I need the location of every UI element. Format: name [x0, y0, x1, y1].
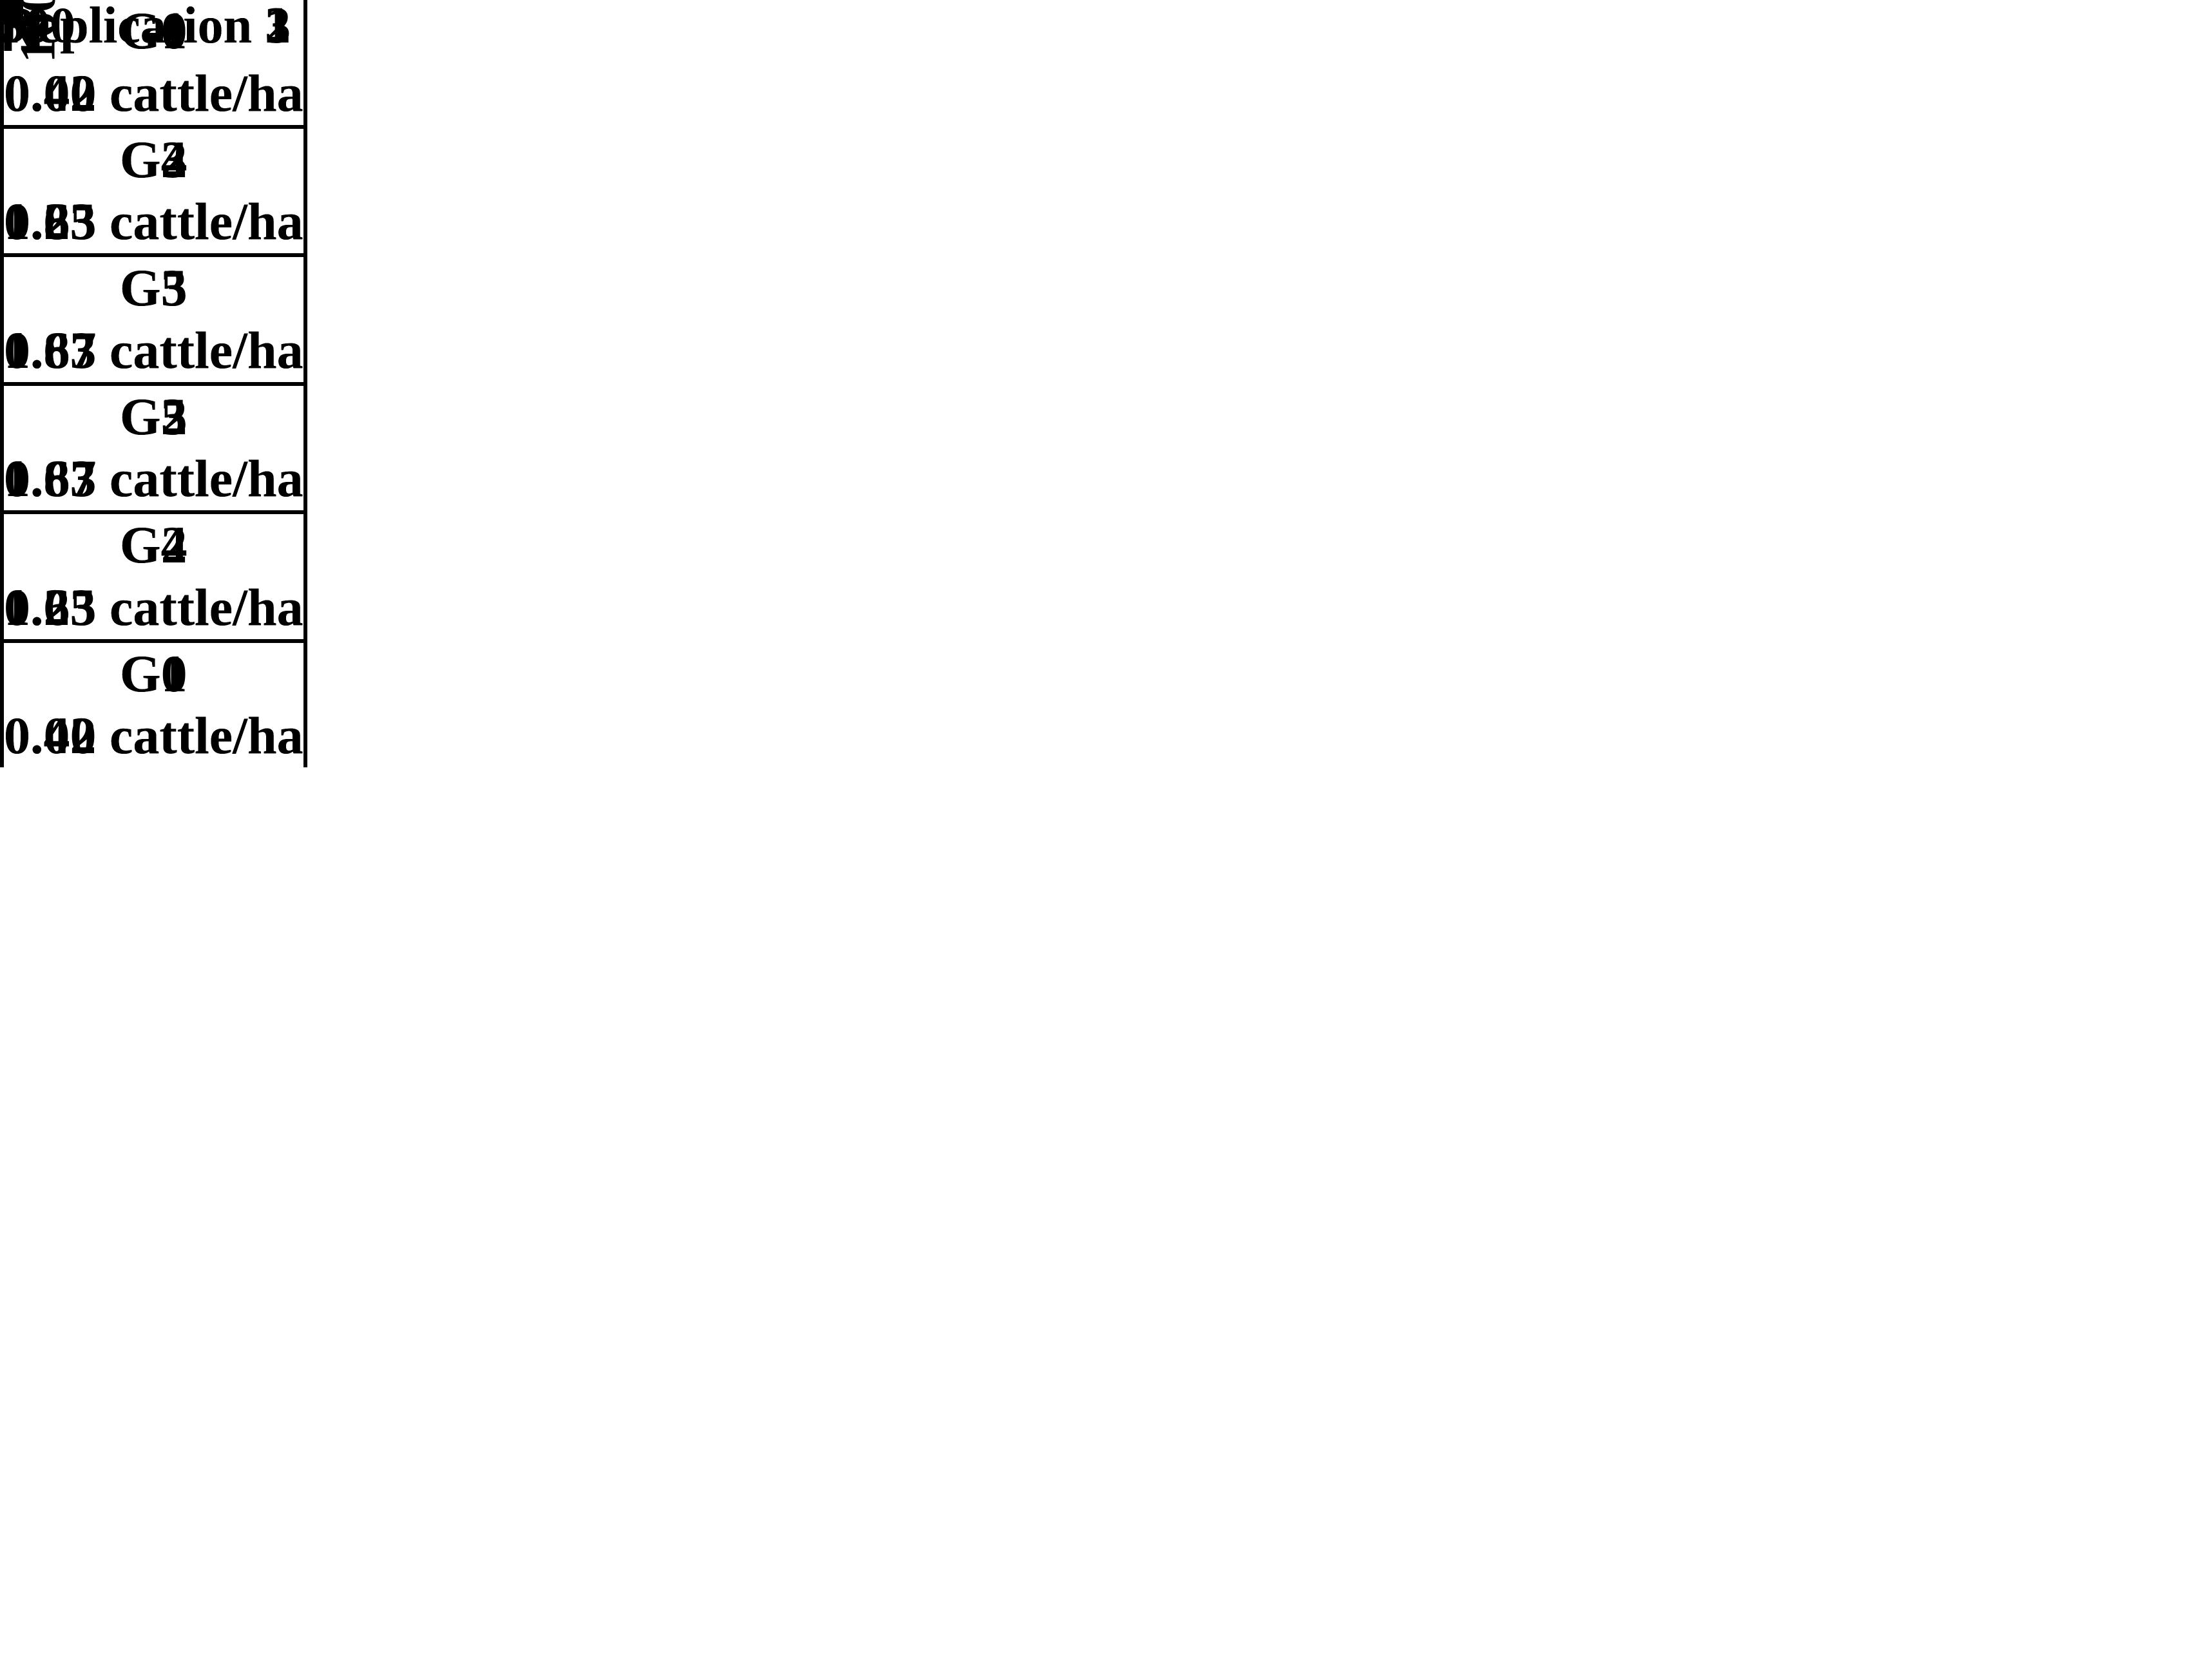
plot-code: G3	[119, 129, 188, 189]
plot-cell: G5 1.67 cattle/ha	[4, 257, 303, 386]
plot-stocking-rate: 0.42 cattle/ha	[4, 63, 303, 122]
plot-stocking-rate: 1.67 cattle/ha	[4, 449, 303, 508]
plot-cell: G4 1.25 cattle/ha	[4, 514, 303, 643]
plot-cell: G3 0.83 cattle/ha	[4, 129, 303, 257]
plot-cell: G5 1.67 cattle/ha	[4, 257, 303, 386]
plot-code: G0	[119, 1, 188, 60]
plot-cell: G2 0.63 cattle/ha	[4, 514, 303, 643]
replication-1-label: Replication 1	[0, 0, 291, 54]
plot-cell: G1 0.42 cattle/ha	[4, 643, 303, 768]
plot-stocking-rate: 0.00 cattle/ha	[4, 706, 303, 765]
plot-code: G2	[119, 387, 188, 446]
plot-code: G1	[119, 1, 188, 60]
north-label: N	[0, 0, 44, 64]
plot-stocking-rate: 0.83 cattle/ha	[4, 449, 303, 508]
plot-code: G1	[119, 644, 188, 703]
plot-stocking-rate: 0.83 cattle/ha	[4, 320, 303, 379]
plot-cell: G4 1.25 cattle/ha	[4, 514, 303, 643]
plot-cell: G0 0.00 cattle/ha	[4, 643, 303, 768]
plot-stocking-rate: 0.42 cattle/ha	[4, 706, 303, 765]
plot-stocking-rate: 0.63 cattle/ha	[4, 192, 303, 251]
plot-stocking-rate: 1.67 cattle/ha	[4, 320, 303, 379]
replication-3-label: Replication 3	[0, 0, 291, 54]
plot-stocking-rate: 0.63 cattle/ha	[4, 577, 303, 637]
plot-stocking-rate: 0.42 cattle/ha	[4, 706, 303, 765]
plot-code: G3	[119, 387, 188, 446]
plot-stocking-rate: 0.63 cattle/ha	[4, 449, 303, 508]
plot-code: G2	[119, 129, 188, 189]
plot-stocking-rate: 0.00 cattle/ha	[4, 63, 303, 122]
plot-stocking-rate: 0.00 cattle/ha	[4, 63, 303, 122]
plot-stocking-rate: 1.67 cattle/ha	[4, 320, 303, 379]
plot-cell: G1 0.42 cattle/ha	[4, 643, 303, 768]
replication-3-column: G0 0.00 cattle/ha G2 0.63 cattle/ha G5 1…	[0, 0, 307, 767]
plot-code: G4	[119, 129, 188, 189]
plot-cell: G4 1.25 cattle/ha	[4, 129, 303, 257]
plot-cell: G2 0.63 cattle/ha	[4, 129, 303, 257]
plot-stocking-rate: 1.25 cattle/ha	[4, 192, 303, 251]
plot-code: G5	[119, 387, 188, 446]
plot-cell: G3 0.83 cattle/ha	[4, 386, 303, 514]
plot-code: G4	[119, 515, 188, 574]
plot-cell: G0 0.00 cattle/ha	[4, 0, 303, 129]
plot-stocking-rate: 1.25 cattle/ha	[4, 577, 303, 637]
plot-code: G0	[119, 644, 188, 703]
plot-code: G1	[119, 644, 188, 703]
plot-code: G5	[119, 258, 188, 317]
plot-code: G2	[119, 515, 188, 574]
replication-2-label: Replication 2	[0, 0, 291, 54]
plot-code: G0	[119, 1, 188, 60]
plot-stocking-rate: 1.25 cattle/ha	[4, 577, 303, 637]
plot-code: G5	[119, 258, 188, 317]
plot-code: G4	[119, 515, 188, 574]
plot-stocking-rate: 0.83 cattle/ha	[4, 192, 303, 251]
plot-code: G3	[119, 258, 188, 317]
